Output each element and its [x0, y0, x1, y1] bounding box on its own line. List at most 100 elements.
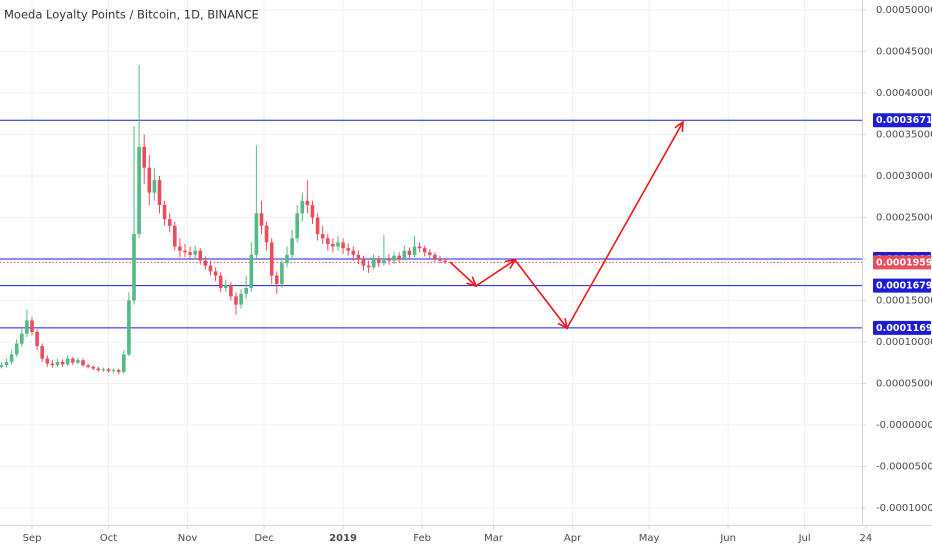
candle-body	[218, 275, 223, 289]
candle-body	[397, 255, 401, 259]
candle-body	[356, 254, 361, 259]
candle-body	[254, 213, 259, 255]
x-tick-label: Sep	[23, 533, 42, 544]
candle-body	[366, 265, 371, 268]
candle-body	[137, 146, 141, 235]
x-tick-label: May	[639, 533, 660, 544]
candles	[0, 64, 447, 375]
y-tick-label: 0.00005000	[876, 378, 932, 389]
candle-body	[422, 248, 427, 253]
candle-body	[331, 244, 335, 247]
x-tick-label: Oct	[100, 533, 117, 544]
candle-body	[402, 250, 407, 259]
x-tick-label: Apr	[564, 533, 582, 544]
candle-body	[132, 234, 136, 301]
candle-body	[25, 320, 29, 334]
candle-body	[234, 296, 238, 305]
x-tick-label: Dec	[254, 533, 273, 544]
y-tick-label: 0.00010000	[876, 337, 932, 348]
candle-body	[361, 258, 366, 266]
candle-body	[407, 250, 412, 255]
y-tick-label: 0.00045000	[876, 46, 932, 57]
candle-body	[438, 258, 442, 261]
candle-body	[325, 238, 330, 245]
candle-body	[0, 365, 4, 367]
candle-body	[81, 360, 85, 366]
candle-body	[208, 265, 213, 272]
y-tick-label: 0.00050000	[876, 5, 932, 16]
candle-body	[203, 260, 208, 266]
candle-body	[198, 250, 203, 261]
y-tick-label: -0.00005000	[876, 461, 932, 472]
candle-body	[4, 361, 9, 366]
candle-body	[14, 343, 19, 355]
candle-body	[300, 200, 305, 214]
candle-body	[244, 288, 248, 294]
candle-body	[71, 358, 75, 363]
y-tick-label: -0.00000000	[876, 420, 932, 431]
candle-body	[274, 275, 279, 284]
candle-body	[101, 369, 106, 371]
chart-title: Moeda Loyalty Points / Bitcoin, 1D, BINA…	[4, 8, 259, 22]
candle-body	[239, 293, 243, 305]
candle-body	[76, 360, 80, 363]
candle-body	[188, 252, 192, 255]
candle-body	[269, 242, 274, 276]
candle-body	[86, 365, 90, 367]
level-label: 0.00019593	[876, 257, 932, 268]
candle-body	[310, 205, 315, 218]
level-label-box	[873, 320, 931, 335]
candle-body	[91, 366, 95, 369]
candle-body	[35, 332, 39, 347]
candle-body	[152, 180, 157, 193]
candle-body	[213, 271, 218, 276]
candle-body	[223, 285, 228, 289]
candle-body	[305, 200, 310, 206]
candle-body	[9, 354, 14, 362]
candle-body	[259, 213, 264, 226]
candle-body	[336, 242, 340, 247]
level-label-box	[873, 255, 931, 270]
candle-body	[280, 263, 284, 284]
candle-body	[172, 225, 177, 247]
axes: 0.00050000 0.00045000 0.00040000 0.00035000…	[23, 5, 932, 544]
candle-body	[346, 248, 350, 251]
x-tick-label: Nov	[178, 533, 198, 544]
x-tick-label: Mar	[484, 533, 504, 544]
level-label: 0.00011696	[876, 323, 932, 334]
arrow-head	[504, 258, 517, 270]
y-tick-label: 0.00015000	[876, 295, 932, 306]
level-label: 0.00036716	[876, 115, 932, 126]
candle-body	[443, 260, 447, 263]
candle-body	[320, 234, 325, 239]
candle-body	[20, 333, 24, 344]
candle-body	[371, 258, 376, 268]
candle-body	[106, 369, 111, 372]
candle-body	[341, 242, 345, 249]
projection-arrows	[449, 120, 684, 330]
candle-body	[111, 370, 116, 372]
candle-body	[229, 285, 233, 297]
candle-body	[121, 354, 126, 372]
x-tick-label: 24	[859, 533, 872, 544]
y-tick-label: 0.00040000	[876, 88, 932, 99]
arrow-head	[466, 276, 478, 288]
candle-body	[157, 180, 162, 206]
candle-body	[65, 358, 70, 365]
y-tick-label: 0.00025000	[876, 212, 932, 223]
x-tick-label: Feb	[413, 533, 431, 544]
candle-body	[183, 250, 187, 253]
level-label-box	[873, 278, 931, 293]
candle-body	[433, 254, 437, 259]
candle-body	[167, 219, 172, 226]
arrow-head	[674, 120, 684, 133]
x-tick-label: Jul	[798, 533, 811, 544]
y-tick-label: -0.00010000	[876, 503, 932, 514]
candle-body	[382, 258, 386, 264]
candle-body	[193, 250, 197, 255]
levels	[0, 119, 862, 329]
candle-body	[45, 358, 50, 364]
